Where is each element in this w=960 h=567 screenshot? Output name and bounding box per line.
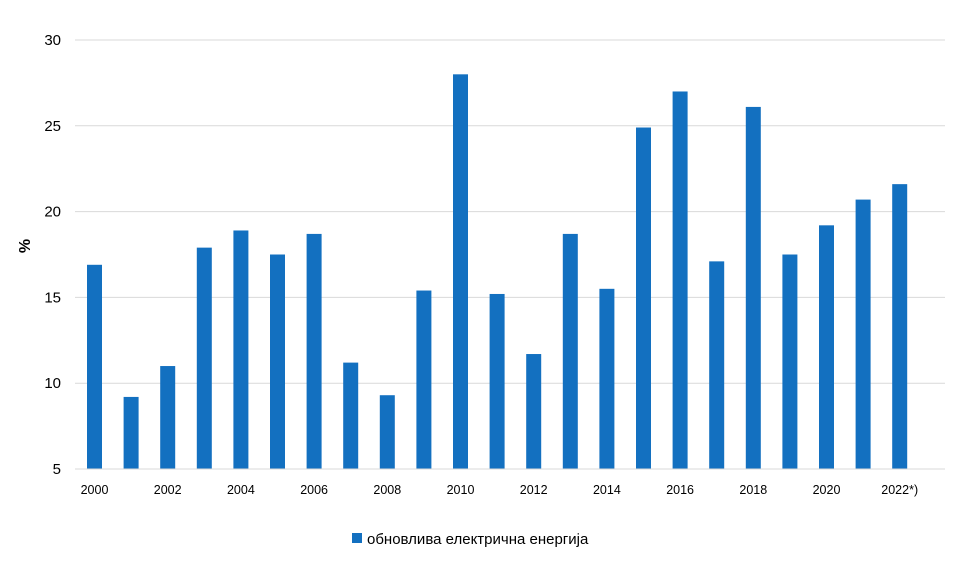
bar-2006 [306, 233, 322, 469]
bar-2010 [453, 74, 468, 469]
y-axis-label: % [17, 239, 34, 253]
x-tick-label: 2012 [520, 483, 548, 497]
bar-2013 [562, 233, 578, 469]
y-axis-ticks: 5 10 15 20 25 30 [44, 32, 61, 478]
y-tick-label: 10 [44, 375, 61, 392]
x-tick-label: 2018 [739, 483, 767, 497]
x-tick-label: 2016 [666, 483, 694, 497]
x-tick-label: 2020 [813, 483, 841, 497]
bar-2020 [819, 225, 834, 469]
bar-2007 [343, 362, 359, 469]
x-tick-label: 2004 [227, 483, 255, 497]
x-tick-label: 2022*) [881, 483, 918, 497]
x-tick-label: 2010 [447, 483, 475, 497]
bar-2014 [599, 288, 615, 469]
bar-2005 [270, 254, 285, 469]
bar-2012 [526, 354, 542, 469]
bar-2022*) [892, 184, 908, 470]
y-tick-label: 30 [44, 32, 61, 49]
legend-label: обновлива електрична енергија [367, 531, 589, 548]
x-tick-label: 2014 [593, 483, 621, 497]
bar-2016 [672, 91, 688, 469]
bar-2001 [123, 396, 139, 469]
x-axis-ticks: 2000 2002 2004 2006 2008 2010 2012 2014 2016 2018… [81, 483, 919, 497]
bar-2008 [379, 395, 395, 469]
bar-2015 [636, 127, 651, 470]
x-tick-label: 2000 [81, 483, 109, 497]
bar-2002 [160, 366, 176, 469]
bar-2017 [709, 261, 725, 469]
y-tick-label: 5 [53, 461, 61, 478]
bar-2019 [782, 254, 798, 469]
bar-2009 [416, 290, 432, 469]
x-tick-label: 2008 [373, 483, 401, 497]
bar-2011 [489, 293, 505, 469]
x-tick-label: 2002 [154, 483, 182, 497]
bar-2003 [196, 247, 212, 469]
legend: обновлива електрична енергија [352, 531, 589, 548]
bar-2000 [87, 264, 102, 469]
x-tick-label: 2006 [300, 483, 328, 497]
bar-2018 [745, 106, 761, 469]
bar-2021 [855, 199, 871, 469]
y-tick-label: 20 [44, 204, 61, 221]
gridlines [75, 39, 945, 384]
y-tick-label: 25 [44, 118, 61, 135]
legend-swatch [352, 533, 362, 543]
y-tick-label: 15 [44, 289, 61, 306]
bar-2004 [233, 230, 249, 469]
bar-series [87, 74, 908, 470]
